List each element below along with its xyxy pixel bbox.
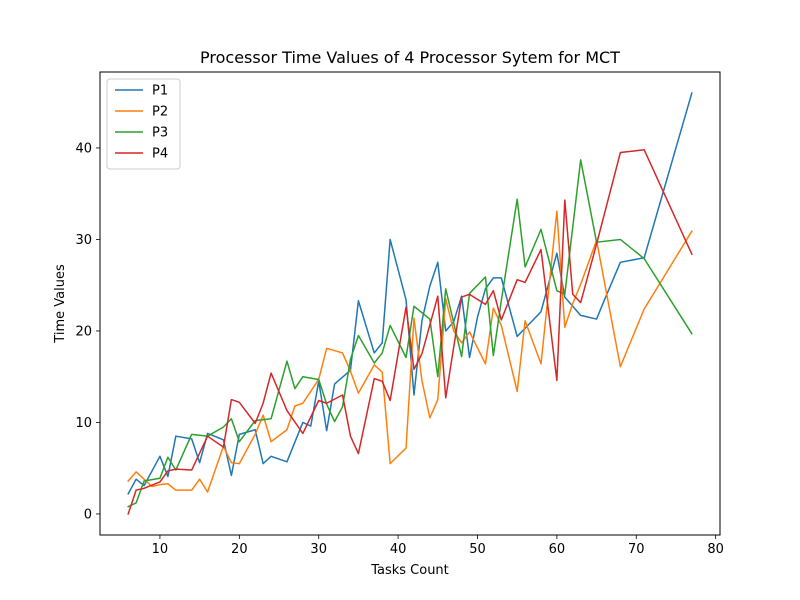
legend-box (106, 78, 181, 170)
x-tick-label: 60 (549, 542, 566, 557)
y-tick-label: 20 (75, 324, 92, 339)
y-tick-label: 10 (75, 416, 92, 431)
series-layer (127, 92, 693, 515)
y-axis: 0 10 20 30 40 (75, 141, 100, 522)
y-tick-label: 0 (84, 507, 92, 522)
x-tick-label: 80 (707, 542, 724, 557)
x-tick-label: 10 (152, 542, 169, 557)
x-axis-label: Tasks Count (370, 563, 449, 578)
x-tick-label: 40 (390, 542, 407, 557)
x-tick-label: 30 (310, 542, 327, 557)
series-line-p3 (127, 159, 693, 508)
legend-label-p4: P4 (152, 147, 168, 162)
x-tick-label: 50 (469, 542, 486, 557)
series-line-p4 (127, 149, 693, 515)
y-axis-label: Time Values (53, 264, 68, 344)
x-tick-label: 20 (231, 542, 248, 557)
chart-title: Processor Time Values of 4 Processor Syt… (200, 48, 620, 67)
legend-label-p2: P2 (152, 105, 168, 120)
plot-area (100, 72, 720, 535)
legend: P1 P2 P3 P4 (106, 78, 181, 170)
x-axis: 10 20 30 40 50 60 70 80 (152, 535, 724, 557)
y-tick-label: 30 (75, 233, 92, 248)
x-tick-label: 70 (628, 542, 645, 557)
legend-label-p3: P3 (152, 126, 168, 141)
plot-frame (99, 71, 721, 536)
y-tick-label: 40 (75, 141, 92, 156)
legend-label-p1: P1 (152, 84, 168, 99)
series-line-p2 (127, 210, 693, 493)
